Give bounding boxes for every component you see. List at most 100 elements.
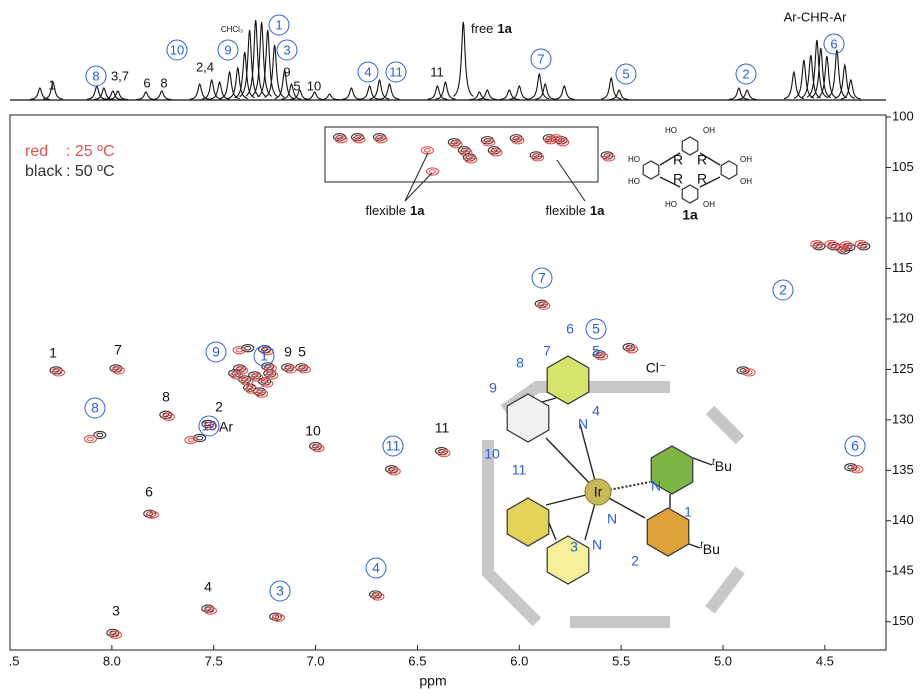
peak-label: 10 <box>307 78 321 93</box>
cross-peak <box>251 374 263 381</box>
atom-number: 2 <box>631 553 639 569</box>
tbu-group: Bu <box>715 458 732 474</box>
x-tick-label: 5.0 <box>714 653 732 668</box>
circled-label: 1 <box>260 348 268 364</box>
circled-label: 10 <box>201 418 217 434</box>
cross-peak <box>427 168 439 175</box>
y-tick-label: 140 <box>892 512 914 527</box>
r-group: R <box>673 171 683 187</box>
flexible-text: flexible <box>366 203 406 218</box>
ring <box>647 508 689 556</box>
peak-label: 8 <box>162 389 170 405</box>
nitrogen: N <box>651 478 661 494</box>
y-tick-label: 135 <box>892 462 914 477</box>
hydroxyl: OH <box>740 155 752 164</box>
circled-label: 2 <box>779 282 787 298</box>
x-tick-label: 5.5 <box>612 653 630 668</box>
figure: ppm .58.07.57.06.56.05.55.04.51001051101… <box>0 0 921 691</box>
host-ring <box>721 161 737 179</box>
peak-label: 10 <box>305 423 321 439</box>
tbu-label: tBu <box>712 457 732 474</box>
peak-label: 11 <box>430 64 444 79</box>
atom-number: 3 <box>570 539 578 555</box>
circled-label: 7 <box>538 270 546 286</box>
hydroxyl: HO <box>628 155 640 164</box>
projection-peak <box>228 68 248 99</box>
peak-label: 3 <box>112 603 120 619</box>
circled-label: 6 <box>851 438 859 454</box>
flexible-label: flexible1a <box>366 203 426 218</box>
circled-label: 9 <box>212 344 220 360</box>
legend-label: : 25 ºC <box>66 143 115 160</box>
host-ring <box>643 161 659 179</box>
contour-outer <box>233 347 245 354</box>
peak-label: 3,7 <box>111 68 129 83</box>
tbu-label: tBu <box>700 540 720 557</box>
peak-label: 9 <box>284 344 292 360</box>
hydroxyl: OH <box>703 126 715 135</box>
contour-inner <box>424 149 430 153</box>
peak-label: 1 <box>49 345 57 361</box>
hydroxyl: OH <box>703 200 715 209</box>
y-tick-label: 100 <box>892 108 914 123</box>
ring <box>547 356 589 404</box>
circled-label: 9 <box>224 42 231 57</box>
cross-peak <box>421 147 433 154</box>
atom-number: 11 <box>512 462 527 478</box>
cross-peak <box>233 347 245 354</box>
peak-label: 1 <box>48 77 55 92</box>
x-tick-label: 7.5 <box>205 653 223 668</box>
host-ring <box>682 185 698 203</box>
y-tick-label: 120 <box>892 310 914 325</box>
contour-inner <box>87 437 93 441</box>
pointer <box>405 173 432 201</box>
contour-outer <box>421 147 433 154</box>
projection-peak <box>370 80 390 99</box>
contour-outer <box>84 435 96 442</box>
projection-peak <box>152 91 172 100</box>
contour-outer <box>256 390 268 397</box>
circled-label: 8 <box>92 68 99 83</box>
ring <box>507 498 549 546</box>
x-tick-label: 7.0 <box>307 653 325 668</box>
r-group: R <box>697 152 707 168</box>
r-group: R <box>697 171 707 187</box>
contour-outer <box>261 380 273 387</box>
flexible-text: flexible <box>546 203 586 218</box>
circled-label: 3 <box>283 42 290 57</box>
y-tick-label: 110 <box>892 209 913 224</box>
projection-peak <box>427 86 447 99</box>
bond <box>542 398 556 402</box>
circled-label: 10 <box>170 42 184 57</box>
contour-inner <box>197 436 203 440</box>
peak-label: 2 <box>215 399 223 415</box>
r-group: R <box>673 152 683 168</box>
contour-outer <box>266 372 278 379</box>
circled-label: 8 <box>91 400 99 416</box>
peak-label: 8 <box>160 75 167 90</box>
nitrogen: N <box>592 537 602 553</box>
hydroxyl: HO <box>665 126 677 135</box>
peak-label: CHCl₃ <box>221 25 243 34</box>
cross-peak <box>261 380 273 387</box>
hydroxyl: OH <box>740 177 752 186</box>
y-tick-label: 145 <box>892 563 914 578</box>
circled-label: 4 <box>364 64 371 79</box>
metal-label: Ir <box>594 484 603 500</box>
contour-outer <box>242 345 254 352</box>
projection-peak <box>341 88 361 99</box>
y-tick-label: 130 <box>892 411 914 426</box>
contour-inner <box>430 170 436 174</box>
bond <box>689 544 700 548</box>
contour-outer <box>251 374 263 381</box>
hydroxyl: HO <box>628 177 640 186</box>
circled-label: 1 <box>275 17 282 32</box>
circled-label: 3 <box>276 583 284 599</box>
cross-peak <box>242 345 254 352</box>
x-tick-label: .5 <box>9 653 20 668</box>
peak-label: 6 <box>143 75 150 90</box>
peak-label: 5 <box>293 78 300 93</box>
atom-number: 9 <box>489 380 497 396</box>
